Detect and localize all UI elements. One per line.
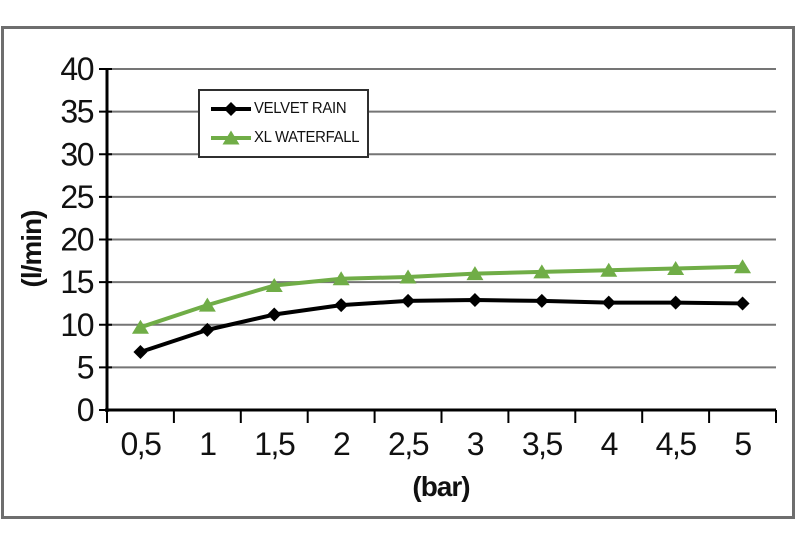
diamond-marker [200, 322, 215, 337]
y-tick-label: 15 [60, 264, 93, 300]
chart-frame [1, 26, 795, 519]
y-axis-title: (l/min) [16, 210, 47, 288]
legend-entry-xl-waterfall: XL WATERFALL [210, 127, 367, 149]
triangle-marker [533, 264, 551, 279]
triangle-marker [265, 278, 283, 293]
x-tick-label: 5 [734, 426, 751, 462]
y-tick-label: 25 [60, 179, 93, 215]
x-tick-label: 2 [333, 426, 350, 462]
diamond-marker [401, 293, 416, 308]
diamond-marker [467, 293, 482, 308]
legend-label-xl-waterfall: XL WATERFALL [254, 129, 360, 146]
y-tick-label: 10 [60, 307, 93, 343]
diamond-marker [133, 345, 148, 360]
diamond-marker [534, 293, 549, 308]
chart-legend: VELVET RAIN XL WATERFALL [198, 89, 369, 158]
legend-sample-triangle-marker [222, 130, 240, 145]
diamond-marker [334, 298, 349, 313]
triangle-marker [466, 266, 484, 281]
x-tick-label: 1 [199, 426, 216, 462]
y-tick-label: 0 [77, 392, 94, 428]
triangle-marker [734, 259, 752, 274]
diamond-marker [267, 307, 282, 322]
legend-sample-diamond-marker [224, 102, 238, 116]
y-tick-label: 5 [77, 349, 94, 385]
y-tick-label: 40 [60, 51, 93, 87]
series-line-triangle [138, 264, 745, 330]
velvet-rain-line-sample-icon [211, 102, 251, 116]
y-tick-label: 20 [60, 222, 93, 258]
triangle-marker [332, 271, 350, 286]
triangle-marker [667, 260, 685, 275]
legend-entry-velvet-rain: VELVET RAIN [210, 98, 367, 120]
diamond-marker [601, 295, 616, 310]
xl-waterfall-line-sample-icon [211, 130, 251, 145]
series-line-diamond [138, 298, 745, 355]
x-tick-label: 4 [601, 426, 618, 462]
x-tick-label: 3,5 [522, 426, 563, 462]
x-tick-label: 0,5 [120, 426, 161, 462]
diamond-marker [735, 296, 750, 311]
y-tick-label: 30 [60, 136, 93, 172]
x-axis-title: (bar) [412, 471, 470, 502]
triangle-marker [131, 319, 149, 334]
x-tick-label: 4,5 [656, 426, 697, 462]
x-tick-label: 1,5 [254, 426, 295, 462]
x-tick-label: 2,5 [388, 426, 429, 462]
triangle-marker [399, 269, 417, 284]
triangle-marker [600, 262, 618, 277]
legend-label-velvet-rain: VELVET RAIN [254, 100, 347, 117]
diamond-marker [668, 295, 683, 310]
x-tick-label: 3 [467, 426, 484, 462]
triangle-marker [198, 297, 216, 312]
y-tick-label: 35 [60, 94, 93, 130]
